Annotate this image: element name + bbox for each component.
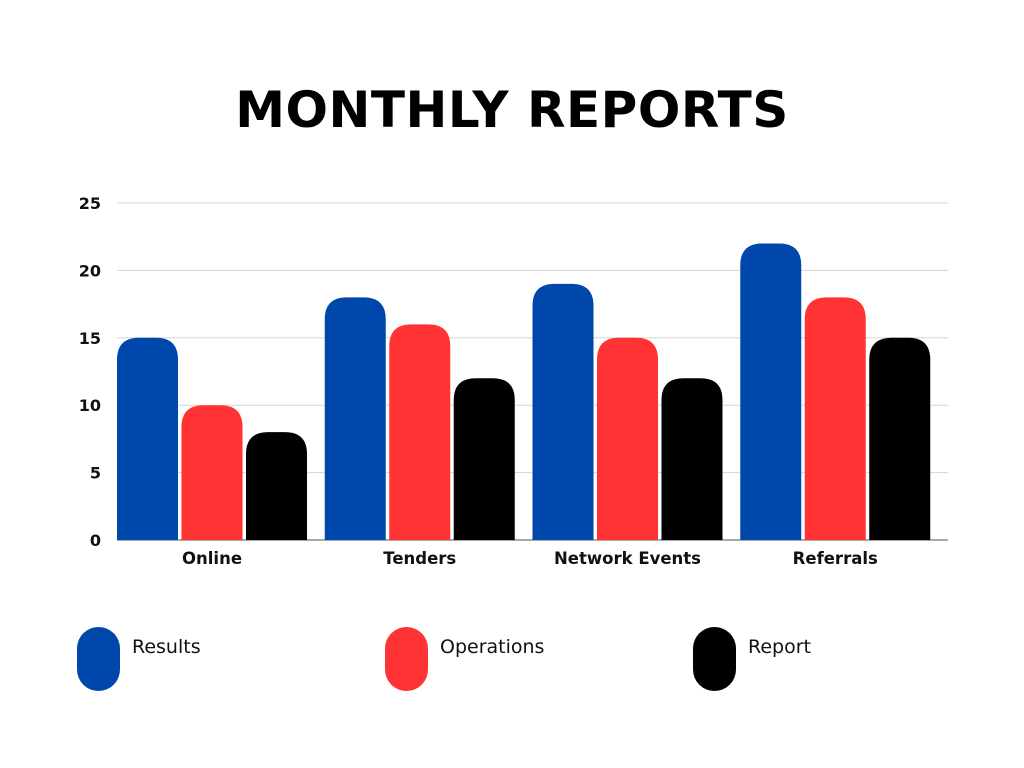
y-tick-label-15: 15	[79, 329, 101, 348]
y-tick-label-25: 25	[79, 194, 101, 213]
legend-swatch-results	[77, 627, 120, 691]
bar-report-tenders	[453, 378, 515, 540]
bar-report-network-events	[661, 378, 723, 540]
y-tick-label-20: 20	[79, 261, 101, 280]
bar-operations-tenders	[389, 324, 451, 540]
x-category-label-tenders: Tenders	[383, 549, 456, 568]
bar-results-tenders	[324, 297, 386, 540]
y-axis-ticks: 0 5 10 15 20 25	[79, 194, 101, 550]
bar-results-network-events	[532, 283, 594, 540]
bar-results-online	[117, 337, 178, 540]
chart-title: MONTHLY REPORTS	[235, 81, 789, 139]
bar-results-referrals	[740, 243, 802, 540]
x-category-label-network-events: Network Events	[554, 549, 701, 568]
bar-operations-referrals	[804, 297, 866, 540]
y-tick-label-10: 10	[79, 396, 101, 415]
bar-operations-network-events	[597, 337, 658, 540]
bar-report-online	[246, 432, 307, 540]
legend-swatch-report	[693, 627, 736, 691]
x-category-label-online: Online	[182, 549, 242, 568]
legend-label-report: Report	[748, 636, 811, 658]
legend-swatch-operations	[385, 627, 428, 691]
y-tick-label-5: 5	[90, 464, 101, 483]
bar-operations-online	[181, 405, 243, 540]
y-tick-label-0: 0	[90, 531, 101, 550]
legend-label-results: Results	[132, 636, 201, 658]
x-category-label-referrals: Referrals	[793, 549, 878, 568]
bar-report-referrals	[869, 337, 931, 540]
legend-label-operations: Operations	[440, 636, 545, 658]
bars	[117, 243, 931, 540]
x-axis-categories: Online Tenders Network Events Referrals	[182, 549, 878, 568]
